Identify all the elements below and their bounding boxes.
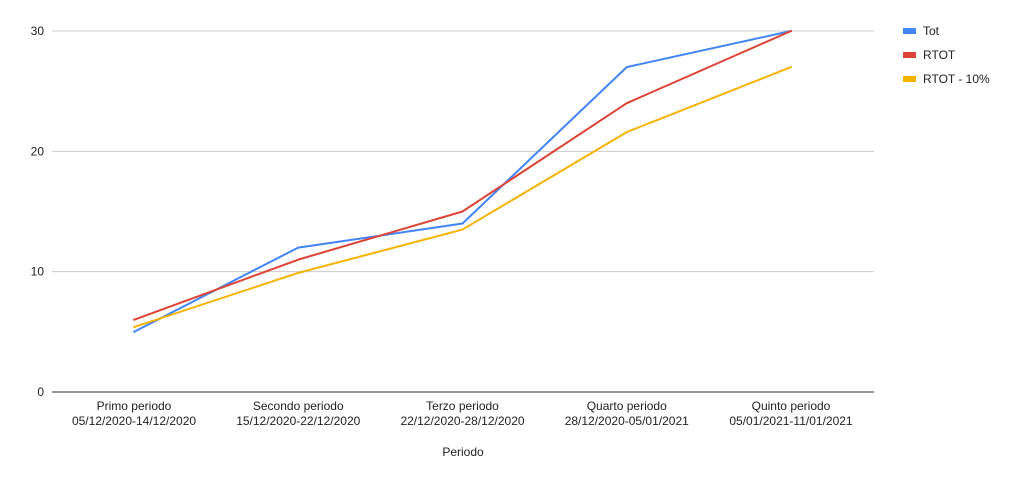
y-axis-ticks: 0 10 20 30 [31,24,45,399]
y-tick-label: 30 [31,24,45,38]
data-point [133,318,135,321]
legend-label: RTOT - 10% [923,72,990,86]
x-tick-label: Primo periodo 05/12/2020-14/12/2020 [72,399,196,428]
data-point [625,131,628,134]
data-point [297,246,300,249]
legend-label: RTOT [923,48,956,62]
legend-swatch [903,52,916,58]
series-line [133,66,792,328]
series-line [133,30,792,321]
x-tick-label: Secondo periodo 15/12/2020-22/12/2020 [236,399,360,428]
series-3 [133,66,792,329]
data-point [297,258,300,261]
y-tick-label: 20 [31,144,45,158]
x-axis-title: Periodo [442,445,484,459]
data-point [790,30,792,32]
series-lines [133,30,792,333]
legend-swatch [903,28,916,34]
legend-swatch [903,76,916,82]
data-point [625,66,628,69]
series-2 [133,30,792,321]
y-tick-label: 10 [31,265,45,279]
series-line [133,30,792,333]
x-axis-ticks: Primo periodo 05/12/2020-14/12/2020 Second… [72,399,853,428]
series-1 [133,30,792,333]
data-point [461,222,464,225]
data-point [790,66,792,69]
data-point [625,102,628,105]
legend: Tot RTOT RTOT - 10% [903,24,990,86]
data-point [133,330,135,333]
x-tick-label: Terzo periodo 22/12/2020-28/12/2020 [400,399,524,428]
data-point [461,210,464,213]
gridlines [52,30,874,393]
data-point [133,326,135,329]
x-tick-label: Quarto periodo 28/12/2020-05/01/2021 [565,399,689,428]
legend-label: Tot [923,24,940,38]
data-point [297,271,300,274]
data-point [461,228,464,231]
x-tick-label: Quinto periodo 05/01/2021-11/01/2021 [729,399,853,428]
y-tick-label: 0 [37,385,44,399]
